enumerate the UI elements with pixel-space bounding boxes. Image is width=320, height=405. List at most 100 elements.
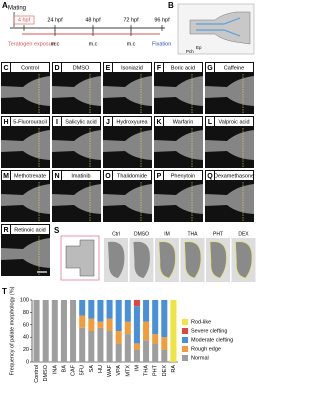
label-box — [113, 171, 151, 180]
panel-letter: R — [3, 227, 8, 234]
legend-label: Severe clefting — [191, 328, 227, 334]
time-label: 72 hpf — [123, 17, 139, 23]
cartilage-shape — [154, 76, 203, 106]
panel-letter: H — [3, 119, 8, 126]
legend-label: Rough edge — [191, 346, 221, 352]
letter-box — [2, 225, 10, 234]
letter-box — [155, 171, 163, 180]
x-tick-label: WAF — [107, 364, 113, 377]
bar-segment — [88, 318, 95, 331]
panel-letter: O — [105, 173, 111, 180]
mc-label: m.c — [127, 41, 136, 47]
label-box — [215, 63, 253, 72]
micrograph: N Imatinib — [52, 170, 101, 222]
s-tissue — [133, 241, 150, 278]
bar-segment — [42, 300, 49, 362]
s-tissue — [209, 241, 227, 279]
x-tick-label: VPA — [116, 365, 122, 376]
micrograph: Q Dexamethasone — [205, 170, 254, 222]
bar-segment — [152, 300, 159, 335]
legend-label: Moderate clefting — [191, 337, 233, 343]
image-label: DMSO — [73, 65, 90, 71]
bar-segment — [79, 300, 86, 316]
bar-segment — [124, 321, 131, 335]
letter-box — [2, 63, 10, 72]
bar-segment — [161, 337, 168, 350]
micrograph: P Phenytoin — [154, 170, 203, 222]
panel-letter: T — [2, 287, 7, 296]
legend-label: Normal — [191, 355, 209, 361]
cartilage-shape — [52, 76, 101, 106]
panel-letter: F — [157, 65, 162, 72]
bar-segment — [97, 327, 104, 362]
mc-label: m.c — [89, 41, 98, 47]
label-box — [11, 225, 49, 234]
letter-box — [53, 171, 61, 180]
letter-box — [206, 171, 214, 180]
bar-segment — [161, 349, 168, 362]
letter-box — [155, 63, 163, 72]
micrograph: K Warfarin — [154, 116, 203, 168]
x-tick-label: Control — [34, 365, 40, 383]
bar-segment — [124, 300, 131, 322]
bar-segment — [115, 300, 122, 331]
micrograph: O Thalidomide — [103, 170, 152, 222]
mc-label: m.c — [51, 41, 60, 47]
fixation-label: Fixation — [152, 41, 171, 47]
label-box — [215, 171, 253, 180]
time-box — [13, 15, 35, 25]
bar-segment — [115, 343, 122, 362]
cartilage-shape — [205, 184, 254, 214]
schematic-label: Ep — [196, 45, 202, 50]
cartilage-shape — [103, 130, 152, 160]
micrograph: R Retinoic acid — [1, 224, 50, 276]
letter-box — [206, 63, 214, 72]
bar-segment — [152, 334, 159, 344]
bar-segment — [106, 331, 113, 362]
panel-letter: D — [54, 65, 59, 72]
time-label: 24 hpf — [47, 17, 63, 23]
panel-letter: S — [54, 226, 60, 235]
s-tissue — [235, 241, 253, 279]
x-tick-label: DEX — [162, 365, 168, 377]
cartilage-shape — [1, 130, 50, 160]
cartilage-shape — [1, 76, 50, 106]
image-label: Control — [21, 65, 39, 71]
bar-segment — [33, 300, 40, 362]
cartilage-shape — [1, 238, 50, 268]
cartilage-shape — [52, 184, 101, 214]
figure: A Mating Teratogen exposure Fixation B E… — [1, 1, 256, 383]
label-box — [62, 171, 100, 180]
y-tick-label: 40 — [23, 335, 29, 341]
micrograph: C Control — [1, 62, 50, 114]
s-label: THA — [188, 231, 199, 237]
x-tick-label: RA — [171, 365, 177, 373]
letter-box — [53, 63, 61, 72]
bar-segment — [97, 300, 104, 322]
y-tick-label: 20 — [23, 347, 29, 353]
s-label: PHT — [213, 231, 223, 237]
mating-label: Mating — [8, 6, 26, 12]
bar-segment — [51, 300, 58, 362]
panel-letter: P — [157, 173, 162, 180]
label-box — [11, 117, 49, 126]
legend-swatch — [182, 337, 188, 343]
bar-segment — [143, 340, 150, 362]
letter-box — [53, 117, 61, 126]
bar-segment — [97, 321, 104, 328]
x-tick-label: IM — [134, 365, 140, 372]
micrograph: E Isoniazid — [103, 62, 152, 114]
label-box — [11, 63, 49, 72]
bar-segment — [133, 349, 140, 362]
letter-box — [104, 171, 112, 180]
cartilage-shape — [154, 130, 203, 160]
panel-letter: N — [54, 173, 59, 180]
bar-segment — [115, 331, 122, 344]
label-box — [62, 117, 100, 126]
bar-segment — [152, 343, 159, 362]
x-tick-label: THA — [144, 365, 150, 376]
legend-swatch — [182, 319, 188, 325]
micrograph: M Methotrexate — [1, 170, 50, 222]
label-box — [62, 63, 100, 72]
x-tick-label: DMSO — [43, 364, 49, 381]
